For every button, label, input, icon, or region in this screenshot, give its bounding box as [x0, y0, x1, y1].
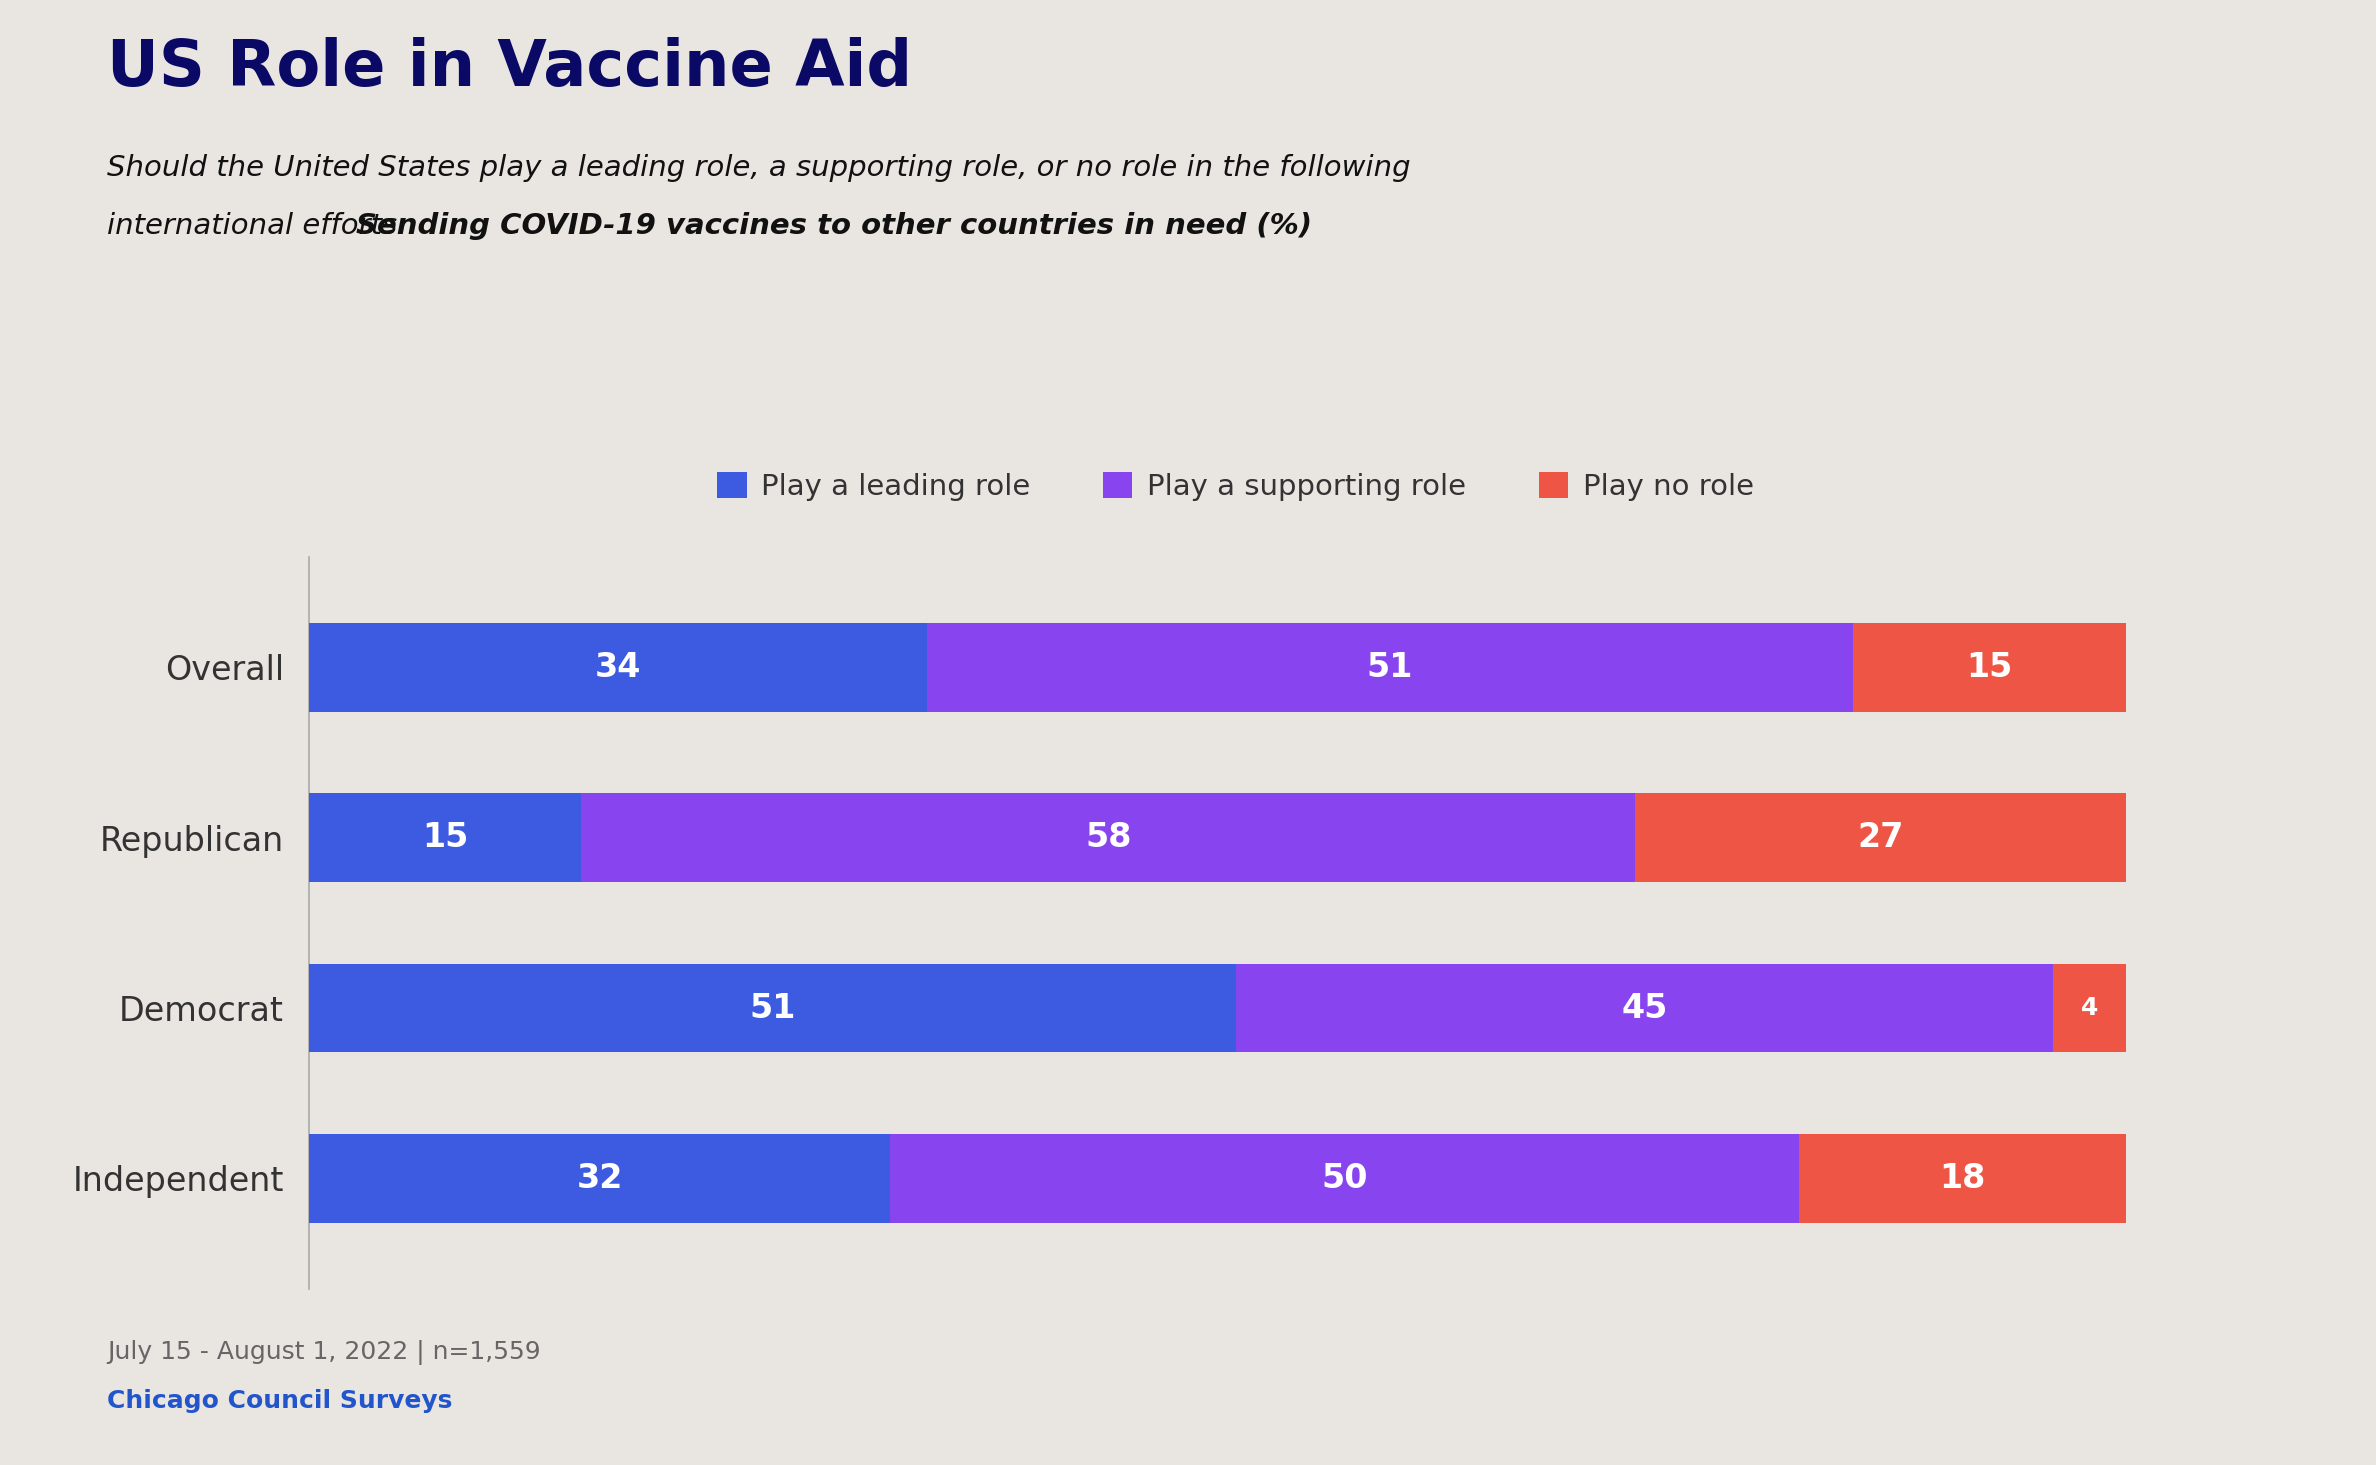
- Text: July 15 - August 1, 2022 | n=1,559: July 15 - August 1, 2022 | n=1,559: [107, 1340, 542, 1365]
- Bar: [891, 1134, 1799, 1223]
- Text: 51: 51: [1366, 650, 1414, 684]
- Text: 18: 18: [1939, 1162, 1986, 1195]
- Legend: Play a leading role, Play a supporting role, Play no role: Play a leading role, Play a supporting r…: [706, 460, 1765, 513]
- Text: 4: 4: [2081, 996, 2098, 1020]
- Bar: [1799, 1134, 2127, 1223]
- Bar: [1853, 623, 2127, 712]
- Text: international efforts:: international efforts:: [107, 212, 416, 240]
- Bar: [309, 1134, 891, 1223]
- Text: 15: 15: [423, 822, 468, 854]
- Bar: [1635, 794, 2127, 882]
- Text: 32: 32: [577, 1162, 623, 1195]
- Bar: [309, 964, 1236, 1052]
- Bar: [2053, 964, 2127, 1052]
- Bar: [927, 623, 1853, 712]
- Text: 50: 50: [1321, 1162, 1369, 1195]
- Text: 45: 45: [1620, 992, 1668, 1024]
- Text: 27: 27: [1858, 822, 1903, 854]
- Text: Should the United States play a leading role, a supporting role, or no role in t: Should the United States play a leading …: [107, 154, 1411, 182]
- Bar: [309, 623, 927, 712]
- Text: 58: 58: [1086, 822, 1131, 854]
- Text: US Role in Vaccine Aid: US Role in Vaccine Aid: [107, 37, 912, 98]
- Bar: [582, 794, 1635, 882]
- Text: 34: 34: [594, 650, 642, 684]
- Text: 51: 51: [748, 992, 796, 1024]
- Text: Chicago Council Surveys: Chicago Council Surveys: [107, 1389, 451, 1412]
- Bar: [309, 794, 582, 882]
- Text: 15: 15: [1967, 650, 2012, 684]
- Bar: [1236, 964, 2053, 1052]
- Text: Sending COVID-19 vaccines to other countries in need (%): Sending COVID-19 vaccines to other count…: [356, 212, 1312, 240]
